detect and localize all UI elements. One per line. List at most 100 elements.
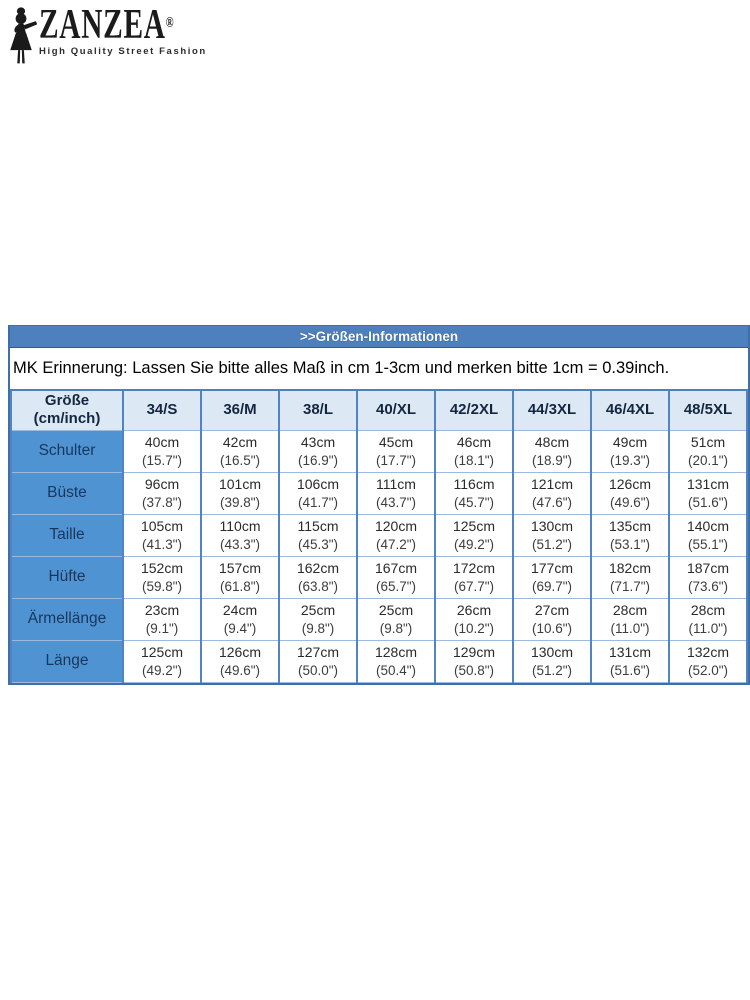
cm-value: 26cm [456,601,492,618]
table-row-schulter: Schulter 40cm (15.7") 42cm (16.5") 43cm (16… [10,429,748,473]
cm-value: 48cm [534,433,570,450]
cm-value: 49cm [612,433,648,450]
size-column-header: 38/L [278,389,358,431]
measurement-cell: 128cm (50.4") [356,639,436,683]
inch-value: (51.6") [687,494,729,510]
inch-value: (39.8") [219,494,261,510]
corner-header: Größe (cm/inch) [10,389,124,431]
measurement-cell: 130cm (51.2") [512,513,592,557]
table-row-taille: Taille 105cm (41.3") 110cm (43.3") 115cm (4… [10,513,748,557]
table-row-huefte: Hüfte 152cm (59.8") 157cm (61.8") 162cm (63… [10,555,748,599]
inch-value: (71.7") [609,578,651,594]
woman-silhouette-icon [10,7,38,64]
corner-header-line1: Größe [44,392,90,410]
cm-value: 40cm [144,433,180,450]
cm-value: 130cm [530,517,574,534]
cm-value: 121cm [530,475,574,492]
measurement-cell: 28cm (11.0") [668,597,748,641]
measurement-cell: 49cm (19.3") [590,429,670,473]
table-row-aermellaenge: Ärmellänge 23cm (9.1") 24cm (9.4") 25cm (9.… [10,597,748,641]
inch-value: (51.2") [531,662,573,678]
cm-value: 116cm [453,475,495,492]
measurement-cell: 177cm (69.7") [512,555,592,599]
inch-value: (47.2") [375,536,417,552]
cm-value: 25cm [378,601,414,618]
measurement-cell: 126cm (49.6") [200,639,280,683]
inch-value: (45.3") [297,536,339,552]
measurement-cell: 27cm (10.6") [512,597,592,641]
cm-value: 125cm [140,643,184,660]
measurement-cell: 152cm (59.8") [122,555,202,599]
inch-value: (45.7") [453,494,495,510]
measurement-reminder-text: MK Erinnerung: Lassen Sie bitte alles Ma… [10,348,748,389]
inch-value: (55.1") [687,536,729,552]
inch-value: (65.7") [375,578,417,594]
inch-value: (9.4") [223,620,257,636]
measurement-cell: 25cm (9.8") [356,597,436,641]
measurement-cell: 129cm (50.8") [434,639,514,683]
inch-value: (49.2") [453,536,495,552]
measurement-cell: 43cm (16.9") [278,429,358,473]
cm-value: 96cm [144,475,180,492]
brand-tagline: High Quality Street Fashion [39,46,207,57]
inch-value: (59.8") [141,578,183,594]
size-column-header: 34/S [122,389,202,431]
inch-value: (18.1") [453,452,495,468]
inch-value: (47.6") [531,494,573,510]
corner-header-line2: (cm/inch) [33,410,101,428]
cm-value: 111cm [376,475,416,492]
table-row-bueste: Büste 96cm (37.8") 101cm (39.8") 106cm (41.… [10,471,748,515]
measurement-cell: 187cm (73.6") [668,555,748,599]
measurement-cell: 105cm (41.3") [122,513,202,557]
brand-name: ZANZEA® [39,2,174,48]
cm-value: 46cm [456,433,492,450]
measurement-cell: 140cm (55.1") [668,513,748,557]
inch-value: (50.8") [453,662,495,678]
measurement-cell: 46cm (18.1") [434,429,514,473]
inch-value: (63.8") [297,578,339,594]
logo-text-block: ZANZEA® High Quality Street Fashion [39,2,231,57]
measurement-cell: 116cm (45.7") [434,471,514,515]
cm-value: 23cm [144,601,180,618]
measurement-cell: 127cm (50.0") [278,639,358,683]
cm-value: 167cm [374,559,418,576]
size-column-header: 40/XL [356,389,436,431]
measurement-cell: 40cm (15.7") [122,429,202,473]
inch-value: (10.6") [531,620,573,636]
cm-value: 127cm [296,643,340,660]
brand-logo: ZANZEA® High Quality Street Fashion [4,2,231,65]
measurement-cell: 162cm (63.8") [278,555,358,599]
measurement-cell: 126cm (49.6") [590,471,670,515]
cm-value: 115cm [297,517,339,534]
measurement-cell: 120cm (47.2") [356,513,436,557]
measurement-cell: 132cm (52.0") [668,639,748,683]
measurement-cell: 28cm (11.0") [590,597,670,641]
cm-value: 120cm [374,517,418,534]
measurement-cell: 131cm (51.6") [668,471,748,515]
inch-value: (43.3") [219,536,261,552]
cm-value: 162cm [296,559,340,576]
inch-value: (49.6") [609,494,651,510]
cm-value: 24cm [222,601,258,618]
size-column-header: 44/3XL [512,389,592,431]
inch-value: (10.2") [453,620,495,636]
inch-value: (50.0") [297,662,339,678]
row-label: Taille [10,513,124,557]
cm-value: 125cm [452,517,496,534]
size-column-header: 48/5XL [668,389,748,431]
cm-value: 43cm [300,433,336,450]
cm-value: 130cm [530,643,574,660]
inch-value: (37.8") [141,494,183,510]
inch-value: (43.7") [375,494,417,510]
cm-value: 25cm [300,601,336,618]
inch-value: (52.0") [687,662,729,678]
size-information-panel: >>Größen-Informationen MK Erinnerung: La… [8,325,750,685]
cm-value: 101cm [218,475,262,492]
cm-value: 157cm [218,559,262,576]
measurement-cell: 23cm (9.1") [122,597,202,641]
measurement-cell: 130cm (51.2") [512,639,592,683]
measurement-cell: 45cm (17.7") [356,429,436,473]
inch-value: (69.7") [531,578,573,594]
row-label: Büste [10,471,124,515]
